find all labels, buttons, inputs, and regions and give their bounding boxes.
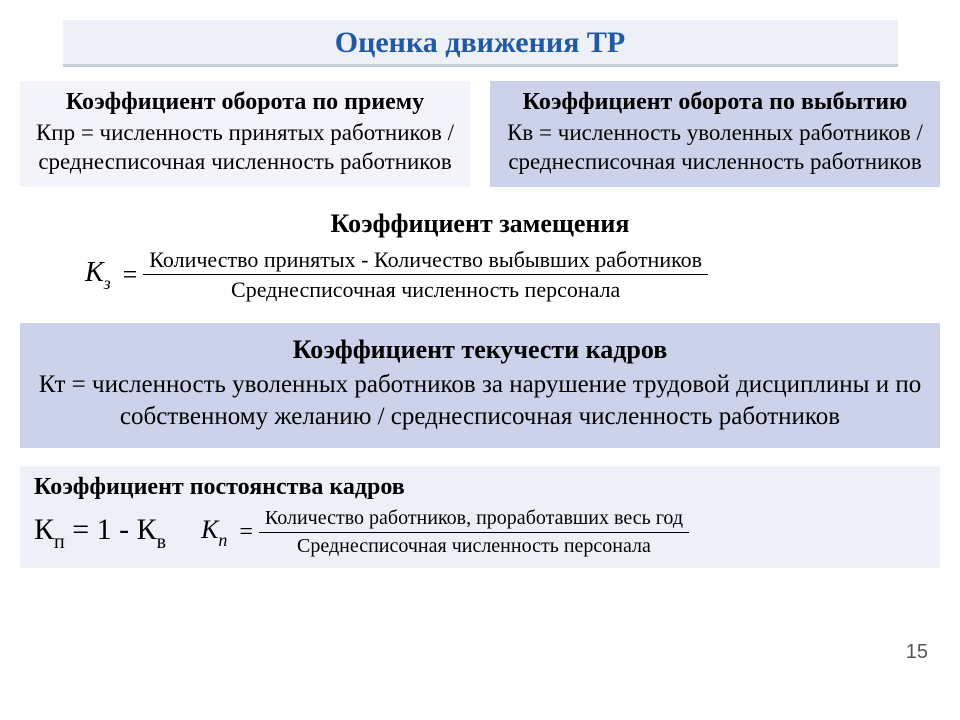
replacement-heading: Коэффициент замещения [0,209,960,239]
turnover-box: Коэффициент текучести кадров Кт = числен… [20,323,940,448]
constancy-denominator: Среднесписочная численность персонала [259,533,689,560]
equals-sign: = [233,519,259,546]
constancy-left-tail: = 1 - К [65,513,157,546]
coefficient-leave-box: Коэффициент оборота по выбытию Кв = числ… [490,81,940,187]
title-area: Оценка движения ТР [63,0,898,67]
replacement-denominator: Среднесписочная численность персонала [143,275,708,305]
replacement-var: Кз [85,257,117,293]
title-bar: Оценка движения ТР [63,20,898,64]
turnover-body: Кт = численность уволенных работников за… [34,369,926,434]
slide-title: Оценка движения ТР [73,26,888,60]
replacement-fraction: Количество принятых - Количество выбывши… [143,245,708,305]
two-column-row: Коэффициент оборота по приему Кпр = числ… [20,81,940,187]
constancy-fraction: Количество работников, проработавших вес… [259,505,689,560]
coefficient-hire-heading: Коэффициент оборота по приему [30,87,460,117]
coefficient-hire-box: Коэффициент оборота по приему Кпр = числ… [20,81,470,187]
replacement-formula: Кз = Количество принятых - Количество вы… [85,245,960,305]
title-underline [63,64,898,67]
constancy-numerator: Количество работников, проработавших вес… [259,505,689,533]
constancy-row: Кп = 1 - Кв Кп = Количество работников, … [34,505,926,560]
coefficient-leave-heading: Коэффициент оборота по выбытию [500,87,930,117]
constancy-left-sub: п [54,531,65,553]
constancy-left-main: К [34,513,54,546]
slide: Оценка движения ТР Коэффициент оборота п… [0,0,960,720]
constancy-heading: Коэффициент постоянства кадров [34,474,926,501]
constancy-var-main: К [201,515,218,544]
replacement-var-main: К [85,257,104,288]
constancy-box: Коэффициент постоянства кадров Кп = 1 - … [20,466,940,568]
slide-number: 15 [906,641,928,664]
constancy-long-formula: Кп = Количество работников, проработавши… [186,505,926,560]
replacement-numerator: Количество принятых - Количество выбывши… [143,245,708,276]
constancy-var: Кп [201,515,233,549]
coefficient-hire-body: Кпр = численность принятых работников / … [30,119,460,177]
coefficient-leave-body: Кв = численность уволенных работников / … [500,119,930,177]
equals-sign: = [117,260,144,290]
constancy-var-sub: п [218,530,227,550]
constancy-left-tail-sub: в [157,531,166,553]
constancy-short-formula: Кп = 1 - Кв [34,513,186,552]
replacement-var-sub: з [104,273,111,293]
turnover-heading: Коэффициент текучести кадров [34,333,926,367]
